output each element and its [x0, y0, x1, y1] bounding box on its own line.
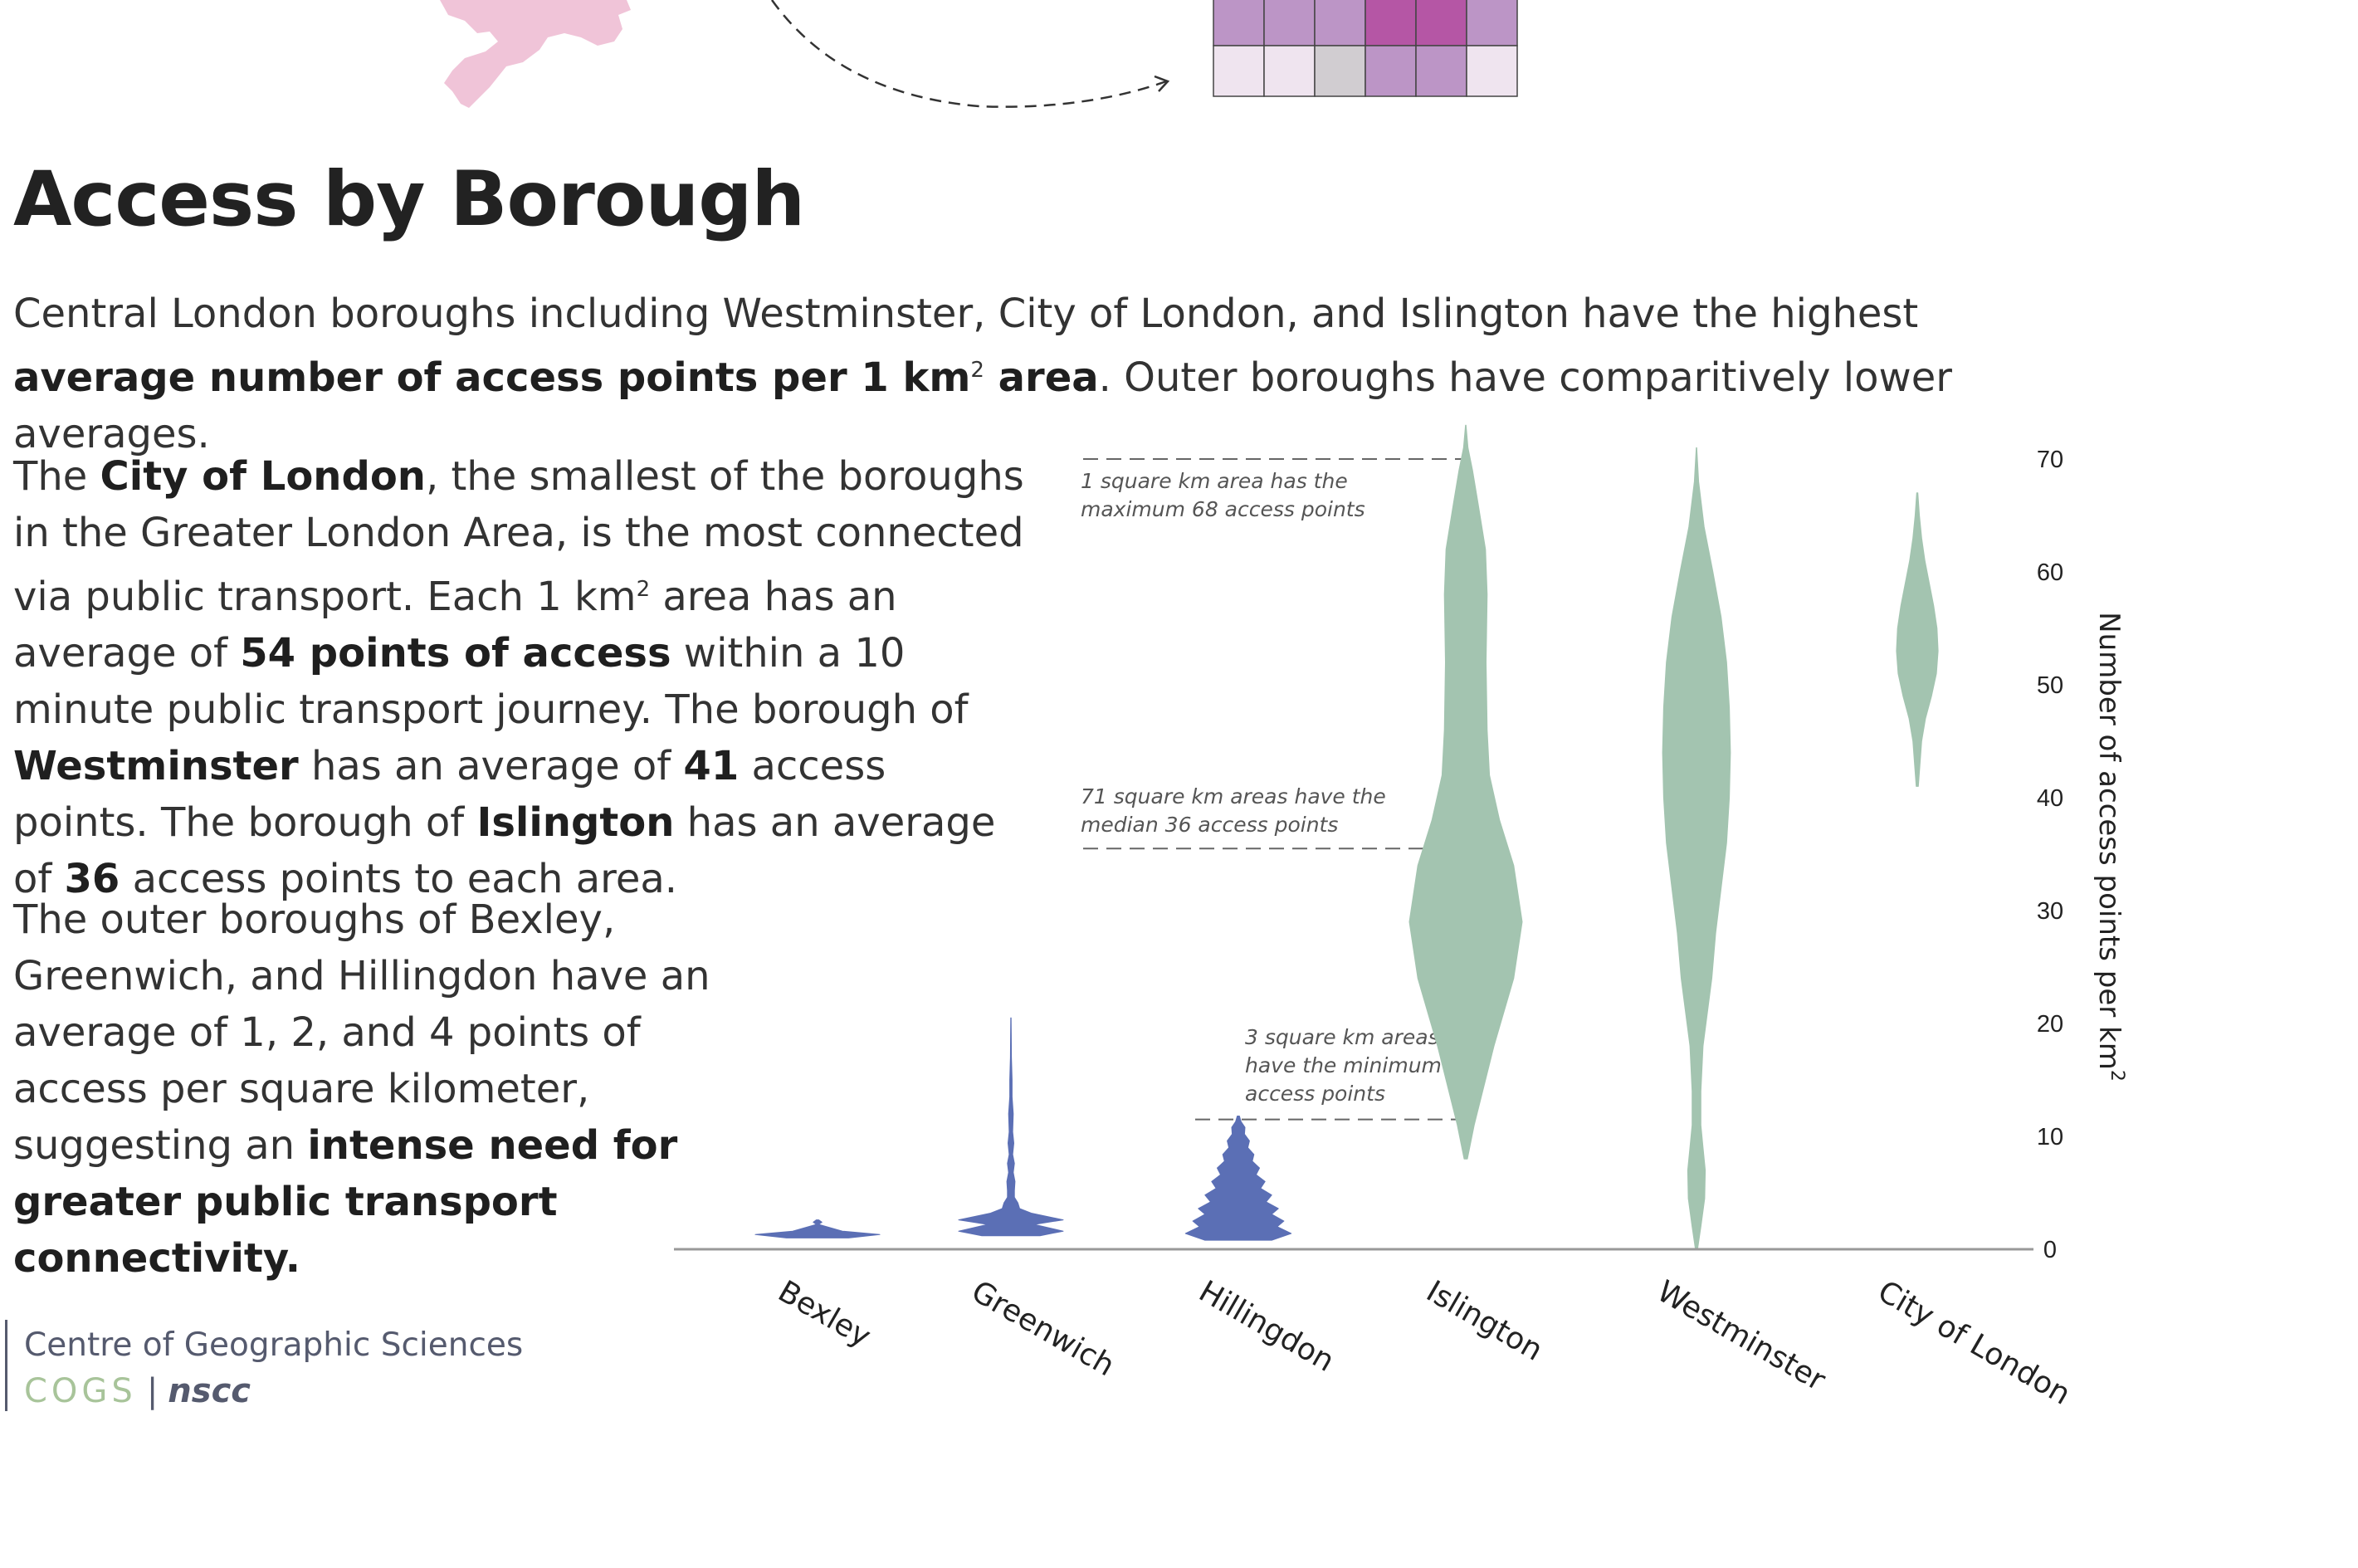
- arrowhead: [1154, 75, 1170, 92]
- y-tick-label: 70: [2037, 447, 2063, 473]
- pink-map-fragment: [440, 0, 631, 108]
- y-axis-title-text: Number of access points per km: [2092, 612, 2126, 1070]
- logo-title: Centre of Geographic Sciences: [24, 1326, 524, 1364]
- annotation-line-text: 3 square km areas: [1245, 1025, 1439, 1049]
- grid-cell: [1415, 0, 1467, 46]
- logo-nscc: nscc: [168, 1372, 251, 1410]
- violin-islington: [1408, 424, 1523, 1160]
- violin-city-of-london: [1896, 492, 1939, 787]
- violin-hillingdon: [1184, 1116, 1292, 1241]
- y-tick-label: 60: [2037, 559, 2063, 586]
- y-axis-title-superscript: 2: [2107, 1070, 2127, 1082]
- annotation-line-text: median 36 access points: [1081, 813, 1338, 837]
- logo-wordmark: COGS | nscc: [24, 1372, 523, 1410]
- y-tick-label: 50: [2037, 672, 2063, 699]
- annotation-text: 71 square km areas have the median 36 acc…: [1081, 784, 1386, 837]
- dashed-arrow: [770, 0, 1167, 108]
- city-superscript: 2: [636, 577, 651, 602]
- grid-cell: [1263, 45, 1316, 97]
- annotations: 1 square km area has the maximum 68 acces…: [1081, 458, 1475, 1121]
- outer-text-1: The outer boroughs of Bexley, Greenwich,…: [13, 896, 710, 1169]
- intro-bold-2: area: [984, 354, 1099, 401]
- intro-bold-1: average number of access points per 1 km: [13, 354, 971, 401]
- violin-westminster: [1662, 447, 1731, 1250]
- city-bold-5: Islington: [476, 799, 675, 846]
- annotation-line-text: access points: [1245, 1082, 1385, 1106]
- intro-text-1: Central London boroughs including Westmi…: [13, 291, 1919, 337]
- annotation-line-text: 71 square km areas have the: [1081, 784, 1386, 808]
- x-category-label: City of London: [1872, 1274, 2077, 1412]
- grid-cell: [1314, 0, 1366, 46]
- annotation-line-text: maximum 68 access points: [1081, 497, 1365, 521]
- annotation-line-text: 1 square km area has the: [1081, 469, 1348, 493]
- annotation-line-text: have the minimum 14: [1245, 1053, 1475, 1077]
- city-text-5: has an average of: [298, 743, 684, 789]
- x-category-label: Westminster: [1652, 1274, 1832, 1398]
- city-text-7: has an average of: [13, 799, 996, 902]
- y-tick-label: 20: [2037, 1011, 2063, 1038]
- x-axis-categories: Bexley Greenwich Hillingdon Islington Westmi…: [773, 1274, 2077, 1412]
- y-tick-label: 10: [2037, 1124, 2063, 1150]
- y-tick-label: 0: [2043, 1237, 2057, 1263]
- city-bold-4: 41: [683, 743, 740, 789]
- logo-separator: |: [146, 1372, 159, 1410]
- outer-bold-1: intense need for greater public transpor…: [13, 1122, 678, 1282]
- cogs-logo: Centre of Geographic Sciences COGS | nscc: [5, 1320, 523, 1411]
- annotation-text: 3 square km areas have the minimum 14 acce…: [1245, 1025, 1475, 1106]
- y-tick-label: 40: [2037, 785, 2063, 812]
- city-bold-1: City of London: [100, 453, 426, 500]
- city-paragraph: The City of London, the smallest of the …: [13, 448, 1026, 907]
- city-text-3: area has an average of: [13, 574, 897, 677]
- intro-superscript: 2: [970, 358, 984, 383]
- violin-bexley: [754, 1219, 881, 1238]
- city-text-1: The: [13, 453, 100, 500]
- y-axis-title: Number of access points per km2: [2092, 612, 2127, 1082]
- grid-cell: [1466, 0, 1518, 46]
- city-bold-3: Westminster: [13, 743, 299, 789]
- purple-grid-fragment: [1213, 0, 1518, 97]
- annotation-text: 1 square km area has the maximum 68 acces…: [1081, 469, 1365, 521]
- city-text-6: access points. The borough of: [13, 743, 886, 846]
- violin-greenwich: [958, 1017, 1064, 1237]
- grid-cell: [1365, 45, 1417, 97]
- page-title: Access by Borough: [13, 156, 805, 243]
- violins: [754, 424, 1939, 1250]
- x-category-label: Islington: [1421, 1274, 1549, 1368]
- y-axis-ticks: 0 10 20 30 40 50 60 70: [2037, 447, 2063, 1263]
- city-bold-6: 36: [64, 856, 120, 902]
- intro-paragraph: Central London boroughs including Westmi…: [13, 286, 1989, 462]
- decor-top: [440, 0, 1518, 108]
- logo-cogs: COGS: [24, 1372, 137, 1410]
- city-bold-2: 54 points of access: [240, 630, 671, 677]
- grid-cell: [1466, 45, 1518, 97]
- outer-paragraph: The outer boroughs of Bexley, Greenwich,…: [13, 891, 735, 1287]
- x-category-label: Hillingdon: [1194, 1274, 1340, 1379]
- city-text-4: within a 10 minute public transport jour…: [13, 630, 969, 733]
- city-text-8: access points to each area.: [120, 856, 678, 902]
- x-category-label: Bexley: [773, 1274, 876, 1354]
- y-tick-label: 30: [2037, 898, 2063, 925]
- intro-text-2: . Outer boroughs have comparitively lowe…: [13, 354, 1952, 457]
- city-text-2: , the smallest of the boroughs in the Gr…: [13, 453, 1024, 620]
- x-category-label: Greenwich: [966, 1274, 1120, 1383]
